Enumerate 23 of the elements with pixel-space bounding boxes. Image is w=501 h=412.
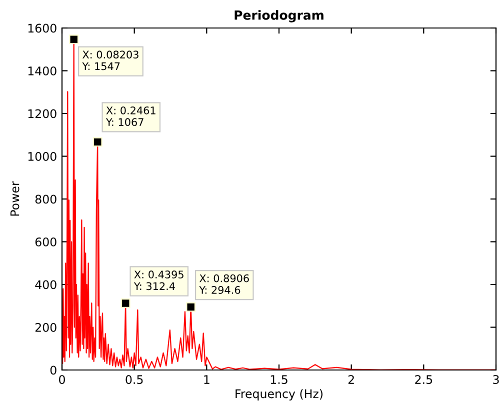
x-tick-label: 3 xyxy=(493,375,499,384)
y-axis-title: Power xyxy=(10,181,20,216)
y-tick-label: 200 xyxy=(35,322,56,332)
x-axis-title: Frequency (Hz) xyxy=(236,389,322,400)
y-tick-label: 800 xyxy=(35,194,56,204)
annotation: X: 0.8906 Y: 294.6 xyxy=(199,274,249,294)
x-tick-label: 2 xyxy=(348,375,354,384)
y-tick-label: 1400 xyxy=(28,66,56,76)
annotation: X: 0.2461 Y: 1067 xyxy=(106,106,156,126)
annotation: X: 0.08203 Y: 1547 xyxy=(82,50,138,70)
y-tick-label: 0 xyxy=(50,366,56,375)
x-tick-label: 1 xyxy=(204,375,210,384)
x-tick-label: 1.5 xyxy=(270,375,288,384)
y-tick-label: 1000 xyxy=(28,152,56,161)
y-tick-label: 1200 xyxy=(28,109,56,118)
y-tick-label: 600 xyxy=(35,237,56,246)
chart-title: Periodogram xyxy=(234,10,324,22)
y-tick-label: 1600 xyxy=(28,24,56,33)
x-tick-label: 2.5 xyxy=(415,375,432,384)
x-tick-label: 0 xyxy=(59,375,65,384)
x-tick-label: 0.5 xyxy=(126,375,143,384)
y-tick-label: 400 xyxy=(35,280,56,290)
annotation: X: 0.4395 Y: 312.4 xyxy=(134,270,184,290)
